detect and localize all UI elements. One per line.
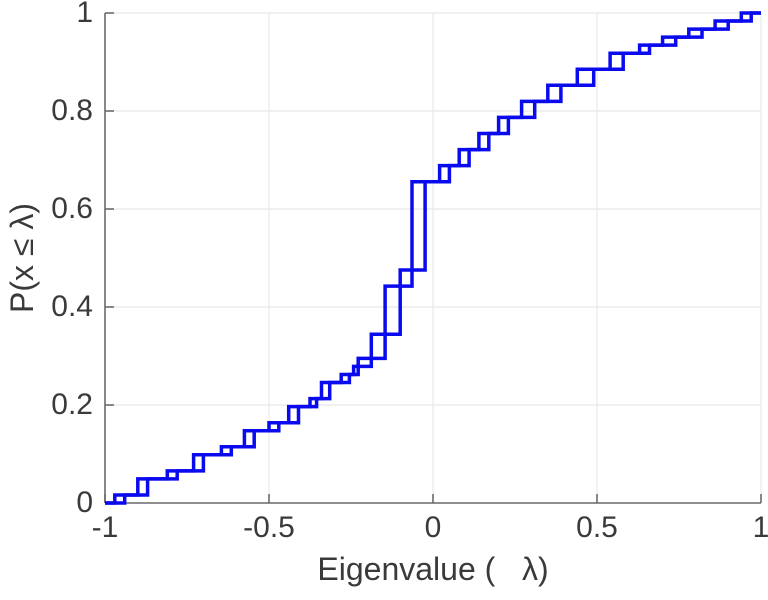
x-axis-label: Eigenvalue ( λ) <box>317 551 549 587</box>
x-tick-label: -0.5 <box>243 511 295 544</box>
y-tick-label: 0.2 <box>51 388 93 421</box>
ecdf-step-curve-1 <box>105 11 761 505</box>
y-tick-label: 0.8 <box>51 94 93 127</box>
ecdf-step-curve-2 <box>105 11 761 505</box>
y-tick-label: 0 <box>76 486 93 519</box>
x-tick-label: 1 <box>752 511 768 544</box>
y-tick-label: 0.6 <box>51 192 93 225</box>
y-tick-label: 0.4 <box>51 290 93 323</box>
x-tick-label: 0.5 <box>576 511 618 544</box>
x-tick-label: 0 <box>424 511 442 544</box>
x-tick-label: -1 <box>91 511 119 544</box>
y-tick-label: 1 <box>76 0 93 29</box>
